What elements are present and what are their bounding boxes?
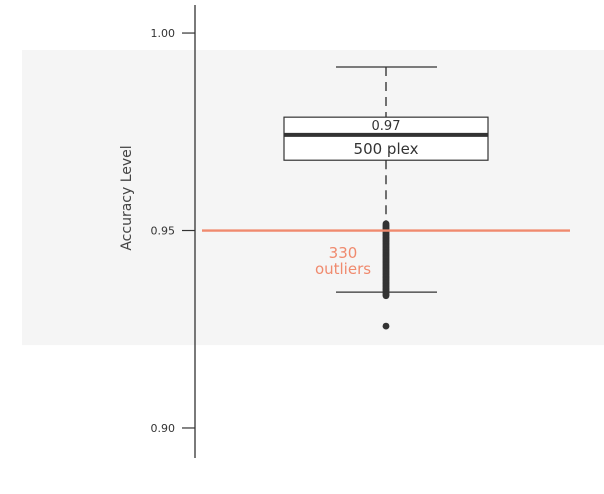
outlier-point [382,220,390,228]
y-tick-label: 0.95 [151,225,176,238]
outlier-text-annotation: outliers [315,260,371,278]
iqr-box [283,116,489,161]
y-tick-label: 1.00 [151,27,176,40]
y-tick-label: 0.90 [151,422,176,435]
y-axis-label: Accuracy Level [119,145,135,250]
outlier-count-annotation: 330 [329,244,358,262]
median-label: 0.97 [372,119,401,134]
shaded-band [22,50,604,346]
box-label: 500 plex [354,140,419,158]
outlier-point [382,322,390,330]
